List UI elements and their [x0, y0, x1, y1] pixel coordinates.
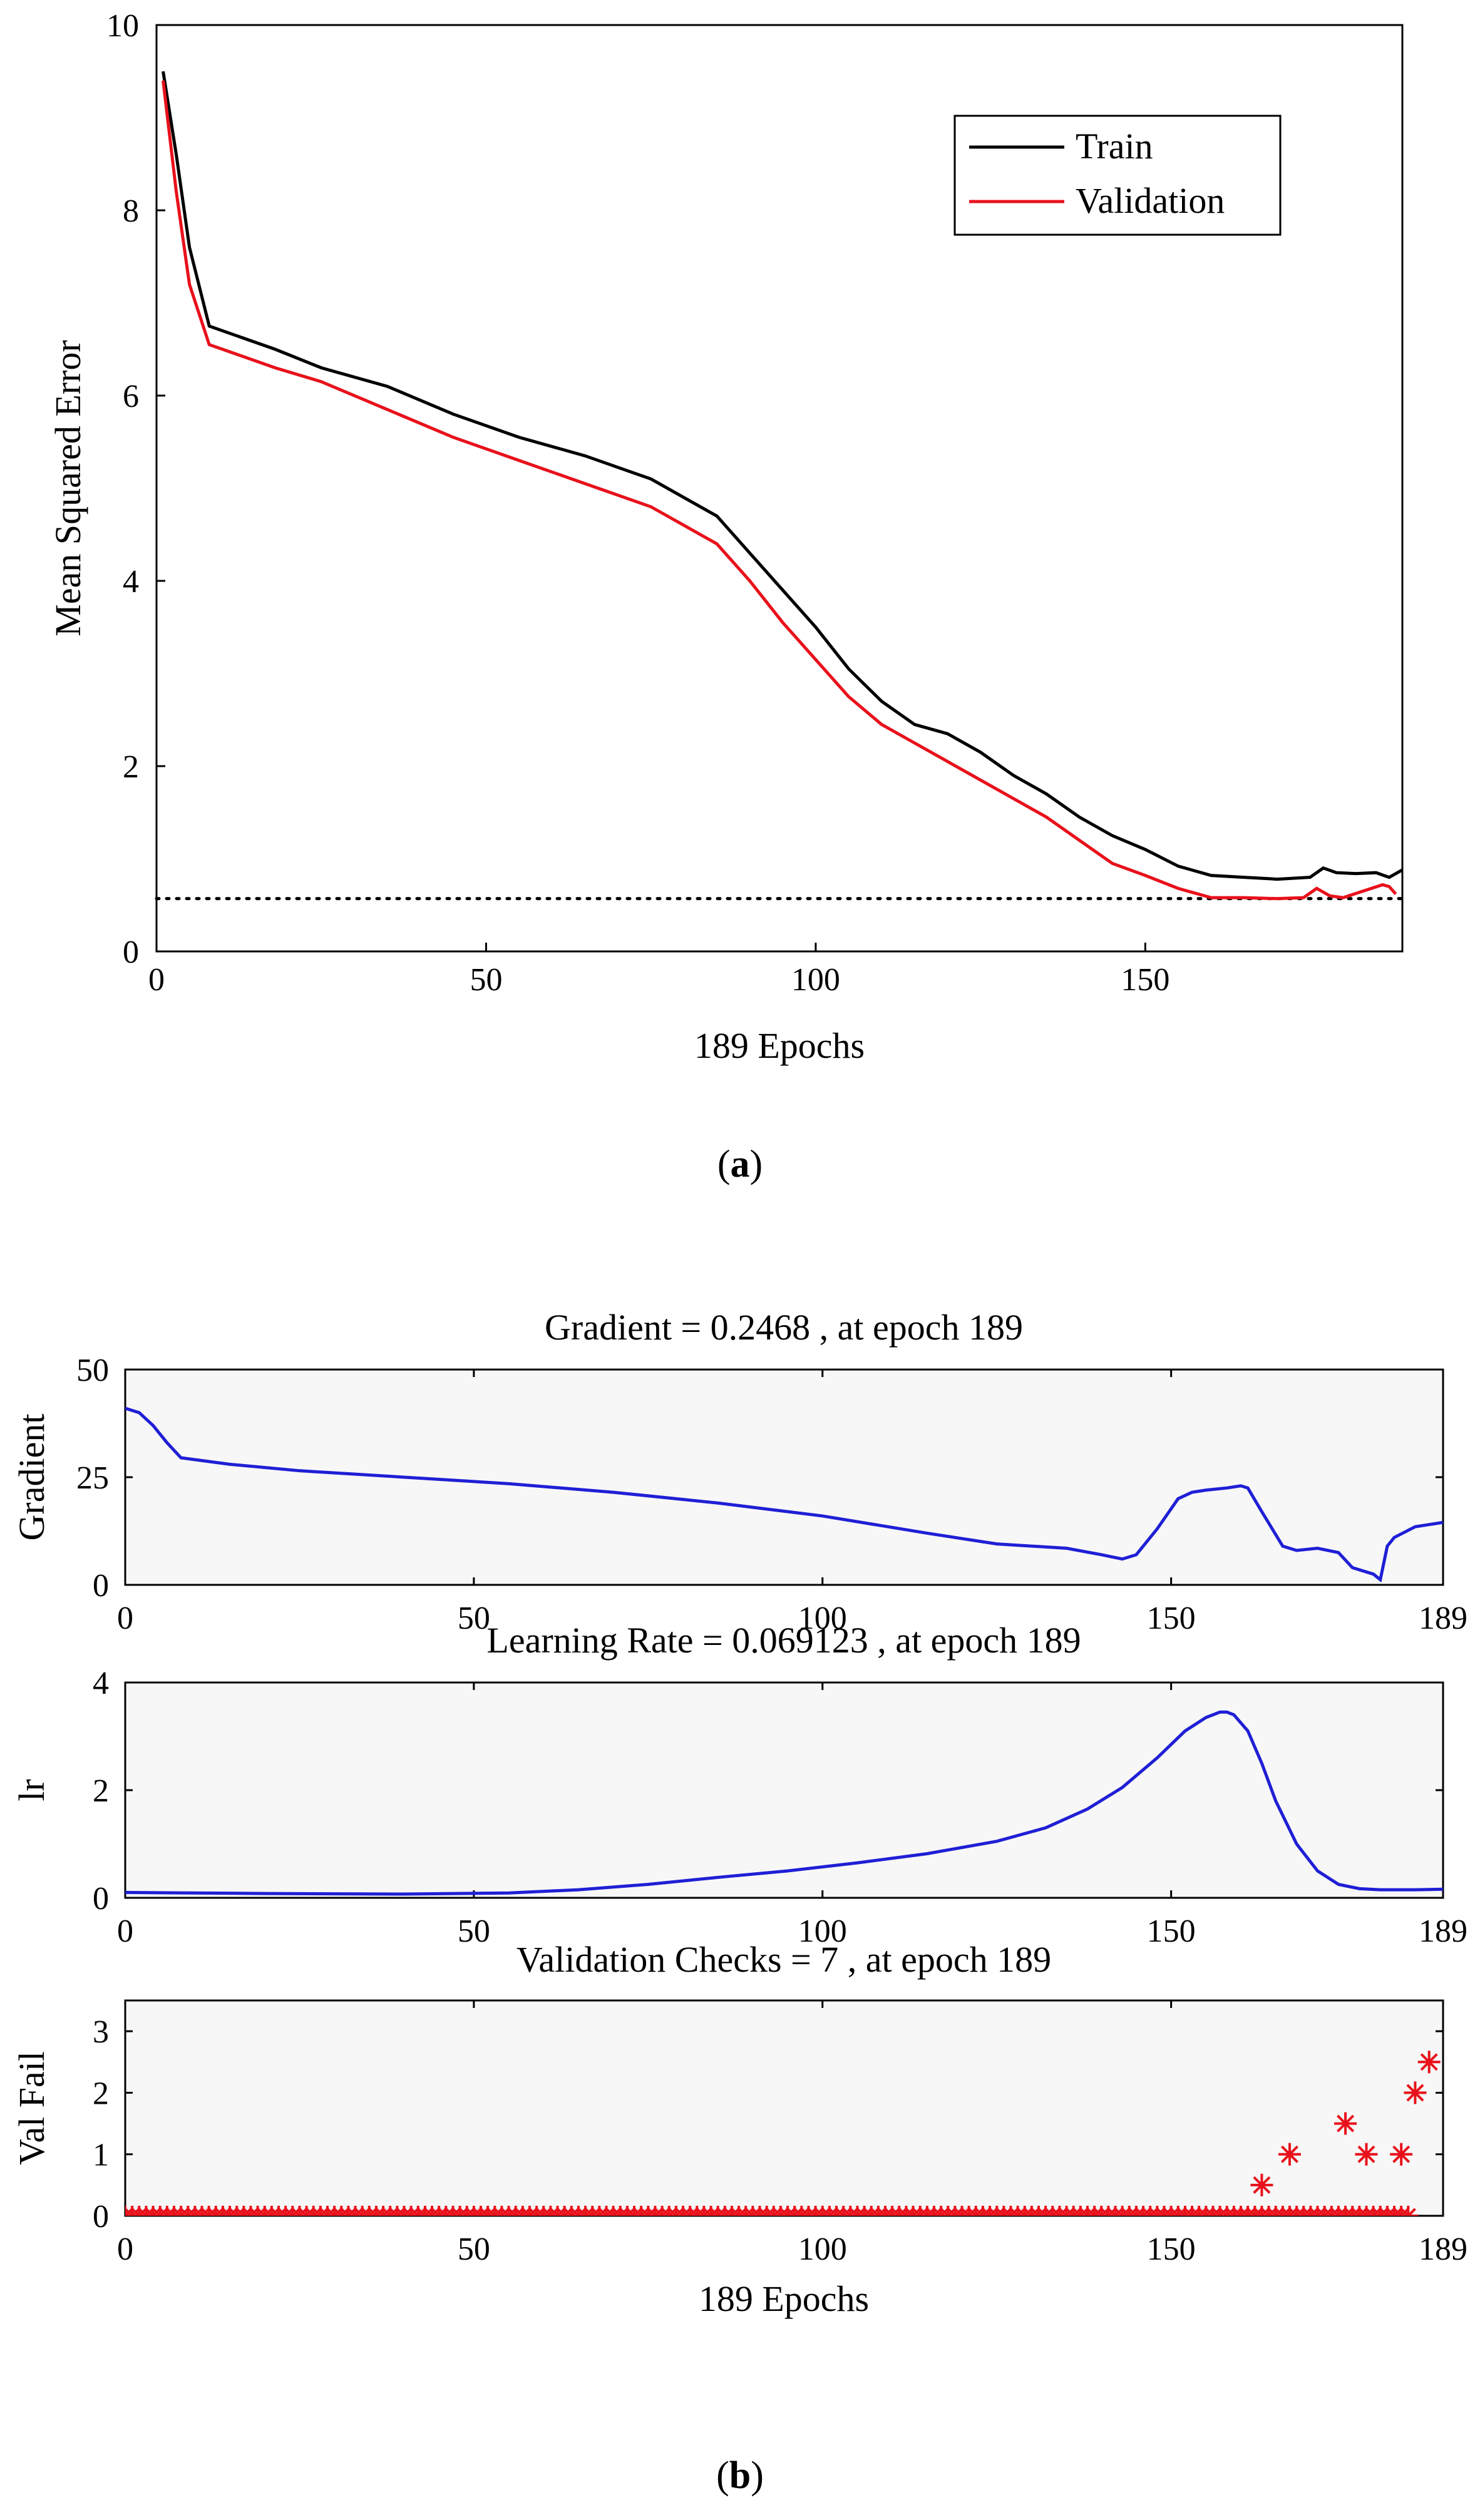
learning-rate-axis-ticks: 0 50 100 150 189 0 2 4	[93, 1666, 1467, 1949]
mse-axis-ticks: 0 50 100 150 0 2 4 6 8 10	[106, 8, 1169, 998]
val-fail-marker-zero	[125, 2206, 135, 2216]
y-tick-label: 25	[76, 1460, 109, 1496]
x-tick-label: 100	[791, 962, 840, 998]
x-tick-label: 150	[1147, 1913, 1196, 1949]
val-fail-marker	[1250, 2173, 1273, 2196]
x-tick-label: 0	[117, 1913, 133, 1949]
validation-checks-markers	[125, 2051, 1441, 2216]
val-fail-marker	[1417, 2051, 1441, 2074]
x-tick-label: 150	[1147, 1601, 1196, 1636]
y-tick-label: 2	[123, 749, 139, 785]
x-tick-label: 100	[798, 2231, 847, 2267]
learning-rate-title: Learning Rate = 0.069123 , at epoch 189	[486, 1620, 1081, 1661]
x-tick-label: 50	[470, 962, 502, 998]
y-tick-label: 10	[106, 8, 139, 44]
val-fail-marker	[1390, 2143, 1413, 2166]
mse-train-line	[162, 71, 1402, 881]
mse-validation-line	[162, 80, 1397, 901]
gradient-axis-ticks: 0 50 100 150 189 0 25 50	[76, 1353, 1467, 1636]
x-tick-label: 0	[117, 2231, 133, 2267]
x-tick-label: 189	[1419, 2231, 1467, 2267]
gradient-y-axis-label: Gradient	[11, 1414, 52, 1541]
x-tick-label: 189	[1419, 1913, 1467, 1949]
val-fail-marker	[1334, 2112, 1357, 2135]
val-fail-marker-zero	[1398, 2206, 1419, 2216]
caption-a-close: )	[750, 1143, 763, 1186]
mse-chart: 0 50 100 150 0 2 4 6 8 10 Mean Squared Error 189 …	[48, 8, 1404, 1066]
validation-checks-y-axis-label: Val Fail	[11, 2051, 52, 2165]
learning-rate-plot-frame	[124, 1681, 1444, 1899]
validation-checks-axis-ticks: 0 50 100 150 189 0 1 2 3	[93, 2000, 1467, 2267]
x-tick-label: 100	[798, 1913, 847, 1949]
x-tick-label: 100	[798, 1601, 847, 1636]
mse-y-axis-label: Mean Squared Error	[48, 340, 88, 637]
legend-label-train: Train	[1076, 126, 1153, 166]
x-tick-label: 0	[117, 1601, 133, 1636]
x-tick-label: 50	[458, 1913, 490, 1949]
val-fail-marker	[1278, 2143, 1301, 2166]
caption-b-open: (	[716, 2454, 729, 2497]
y-tick-label: 0	[93, 2199, 109, 2235]
y-tick-label: 0	[123, 935, 139, 970]
gradient-plot-frame	[124, 1368, 1444, 1586]
gradient-line	[125, 1406, 1443, 1583]
x-tick-label: 50	[458, 1601, 490, 1636]
validation-checks-plot-frame	[124, 1999, 1444, 2217]
val-fail-marker	[1355, 2143, 1378, 2166]
x-tick-label: 150	[1147, 2231, 1196, 2267]
caption-a: (a)	[717, 1143, 763, 1186]
caption-b-letter: b	[729, 2454, 751, 2497]
legend-label-validation: Validation	[1076, 180, 1225, 221]
gradient-chart: Gradient = 0.2468 , at epoch 189 0 50 100 1…	[11, 1307, 1467, 1636]
gradient-title: Gradient = 0.2468 , at epoch 189	[545, 1307, 1023, 1348]
y-tick-label: 3	[93, 2014, 109, 2050]
y-tick-label: 1	[93, 2138, 109, 2173]
y-tick-label: 0	[93, 1568, 109, 1604]
y-tick-label: 6	[123, 379, 139, 414]
caption-a-open: (	[717, 1143, 731, 1186]
validation-checks-chart: Validation Checks = 7 , at epoch 189 0 50…	[11, 1939, 1467, 2319]
caption-b-close: )	[751, 2454, 764, 2497]
learning-rate-line	[125, 1710, 1443, 1896]
y-tick-label: 2	[93, 1773, 109, 1809]
learning-rate-y-axis-label: lr	[11, 1779, 52, 1801]
x-tick-label: 50	[458, 2231, 490, 2267]
y-tick-label: 2	[93, 2076, 109, 2111]
caption-b: (b)	[716, 2454, 764, 2497]
x-tick-label: 189	[1419, 1601, 1467, 1636]
caption-a-letter: a	[731, 1143, 750, 1186]
mse-legend-box	[953, 115, 1282, 236]
mse-x-axis-label: 189 Epochs	[694, 1025, 865, 1066]
y-tick-label: 8	[123, 193, 139, 229]
val-fail-marker	[1404, 2081, 1427, 2104]
validation-checks-x-axis-label: 189 Epochs	[699, 2278, 869, 2319]
y-tick-label: 0	[93, 1881, 109, 1917]
y-tick-label: 50	[76, 1353, 109, 1388]
y-tick-label: 4	[93, 1666, 109, 1701]
validation-checks-title: Validation Checks = 7 , at epoch 189	[516, 1939, 1051, 1980]
x-tick-label: 0	[148, 962, 165, 998]
y-tick-label: 4	[123, 564, 139, 600]
learning-rate-chart: Learning Rate = 0.069123 , at epoch 189 …	[11, 1620, 1467, 1949]
mse-legend: Train Validation	[953, 115, 1282, 236]
x-tick-label: 150	[1121, 962, 1169, 998]
